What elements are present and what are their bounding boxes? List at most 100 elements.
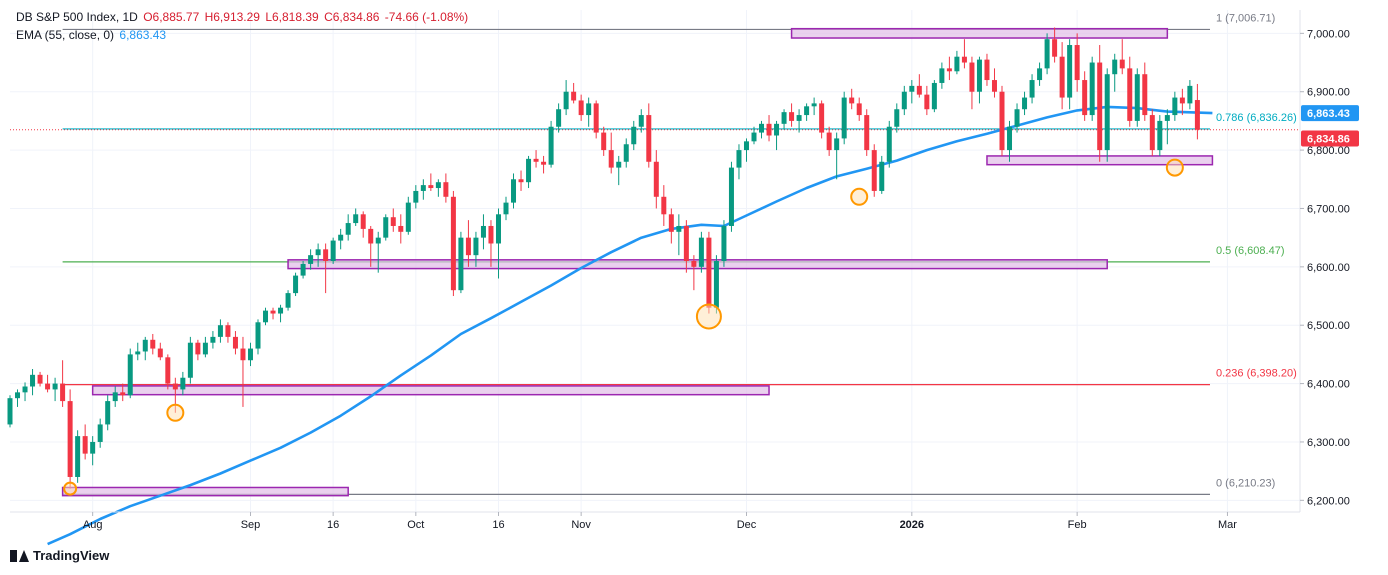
circle-marker [63, 481, 78, 496]
candle-body [135, 351, 141, 355]
candle-body [375, 237, 381, 244]
candle-body [1022, 97, 1028, 110]
candle-body [225, 325, 231, 337]
candle-body [37, 374, 43, 384]
candle-up [97, 418, 103, 448]
candle-up [879, 155, 885, 194]
candle-body [713, 261, 719, 308]
candle-body [480, 225, 486, 238]
candle-up [1029, 74, 1035, 104]
candle-body [578, 100, 584, 116]
candle-body [638, 115, 644, 127]
x-tick-label: Mar [1218, 519, 1237, 531]
candle-up [954, 50, 960, 75]
y-tick-label: 6,800.00 [1307, 145, 1350, 157]
candle-body [721, 225, 727, 261]
candle-up [623, 138, 629, 168]
x-tick-label: Sep [241, 519, 261, 531]
candle-body [345, 223, 351, 235]
close-value: C6,834.86 [324, 10, 380, 24]
candle-body [420, 185, 426, 191]
candle-body [398, 225, 404, 232]
candle-up [247, 342, 253, 367]
candle-body [90, 441, 96, 454]
candle-body [1089, 62, 1095, 116]
candle-down [1142, 62, 1148, 121]
candle-up [142, 336, 148, 361]
price-axis-labels: 6,863.43 6,834.86 [1301, 105, 1359, 147]
candle-up [1007, 120, 1013, 162]
candle-up [180, 371, 186, 396]
candle-body [879, 161, 885, 191]
candle-body [323, 249, 329, 261]
candle-down [871, 144, 877, 197]
candle-down [849, 88, 855, 110]
candle-down [991, 68, 997, 98]
candle-up [939, 62, 945, 89]
candle-body [593, 103, 599, 133]
candle-body [1164, 115, 1170, 121]
candle-down [60, 360, 66, 407]
candle-body [676, 225, 682, 232]
candle-body [142, 339, 148, 352]
candle-down [789, 103, 795, 127]
candle-body [1007, 126, 1013, 151]
symbol-label: DB S&P 500 Index, 1D [16, 10, 138, 24]
candle-body [856, 103, 862, 116]
candle-up [495, 208, 501, 279]
candle-body [465, 237, 471, 256]
candle-up [187, 336, 193, 384]
candle-body [413, 190, 419, 203]
candle-body [999, 91, 1005, 151]
candle-up [338, 228, 344, 250]
tradingview-logo[interactable]: TradingView [10, 548, 109, 563]
candle-down [601, 126, 607, 156]
candle-up [931, 80, 937, 113]
candle-body [759, 123, 765, 133]
candle-body [405, 202, 411, 232]
candle-down [856, 97, 862, 121]
candle-body [511, 179, 517, 203]
candle-up [563, 80, 569, 116]
candle-body [1052, 39, 1058, 57]
fib-level-label: 0 (6,210.23) [1216, 477, 1275, 489]
candle-up [315, 243, 321, 267]
candle-up [1187, 80, 1193, 110]
candle-up [1112, 53, 1118, 92]
candle-down [1052, 27, 1058, 63]
candle-body [157, 348, 163, 358]
candle-up [127, 348, 133, 399]
candle-body [939, 68, 945, 83]
candle-body [247, 348, 253, 361]
candle-body [390, 217, 396, 226]
candle-body [1067, 45, 1073, 98]
candle-body [360, 214, 366, 229]
candle-down [157, 342, 163, 361]
candle-down [969, 56, 975, 110]
ema-legend: EMA (55, close, 0) 6,863.43 [16, 28, 168, 42]
candle-body [22, 386, 28, 393]
candle-up [728, 161, 734, 232]
candle-body [1059, 56, 1065, 98]
candle-up [420, 179, 426, 200]
candle-down [82, 424, 88, 460]
fib-level-label: 0.786 (6,836.26) [1216, 112, 1297, 124]
ema-price-tag: 6,863.43 [1307, 108, 1350, 120]
candle-body [45, 383, 51, 390]
candle-up [1067, 39, 1073, 110]
candle-body [443, 182, 449, 197]
candle-down [450, 190, 456, 297]
x-tick-label: Nov [571, 519, 591, 531]
candle-up [909, 80, 915, 104]
candle-body [195, 342, 201, 355]
candle-down [668, 208, 674, 244]
candle-body [308, 255, 314, 264]
candle-down [240, 336, 246, 407]
candle-up [796, 109, 802, 133]
candle-body [526, 158, 532, 183]
x-tick-label: Feb [1068, 519, 1087, 531]
x-tick-label: 2026 [900, 519, 924, 531]
circle-marker [166, 403, 185, 422]
candle-body [495, 214, 501, 244]
